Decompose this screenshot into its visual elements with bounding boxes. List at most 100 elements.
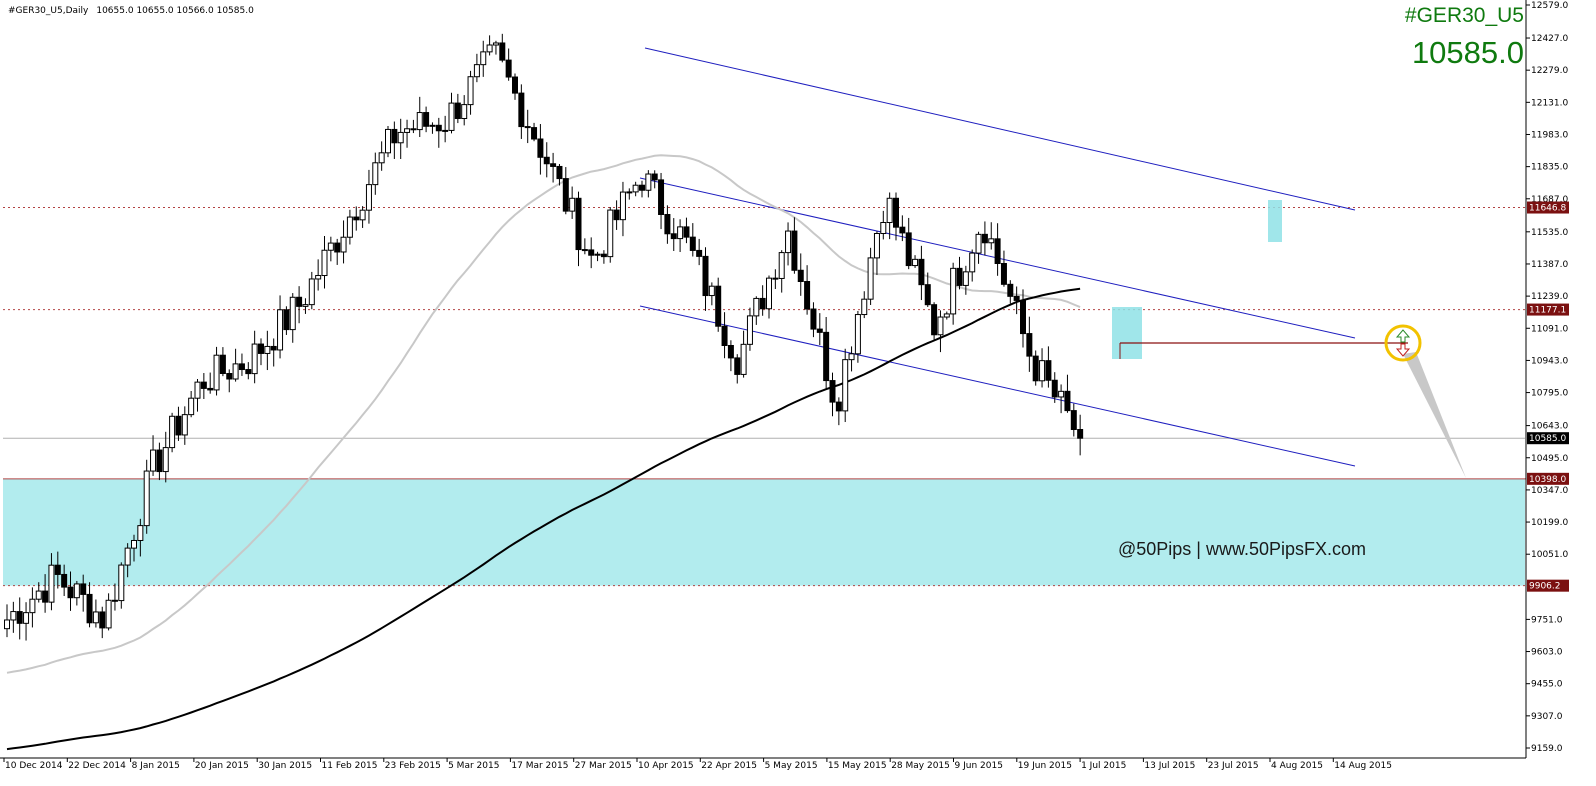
y-tick-label: 10199.0	[1531, 518, 1568, 528]
candle-body	[435, 124, 442, 132]
candle-body	[867, 257, 874, 300]
candle-body	[1026, 333, 1033, 357]
candle	[696, 238, 703, 266]
x-tick-label: 28 May 2015	[891, 761, 950, 771]
candle-body	[708, 285, 715, 297]
candle-body	[473, 64, 480, 78]
candle-body	[80, 583, 87, 595]
candle	[658, 172, 665, 230]
x-tick-label: 9 Jun 2015	[955, 761, 1003, 771]
candle-body	[810, 308, 817, 330]
candle-body	[302, 304, 309, 307]
moving-average-slow	[6, 287, 1081, 751]
candle	[600, 250, 607, 264]
candle	[359, 206, 366, 228]
candle	[277, 295, 284, 359]
candle	[391, 121, 398, 159]
candle-body	[86, 593, 93, 624]
x-tick-label: 20 Jan 2015	[195, 761, 249, 771]
candle-body	[727, 344, 734, 359]
candle	[1045, 346, 1052, 388]
candle-body	[111, 599, 118, 602]
candle-body	[645, 173, 652, 191]
channel-upper-line	[644, 47, 1356, 211]
horizontal-levels	[3, 207, 1526, 587]
candle	[48, 553, 55, 611]
candle-body	[696, 249, 703, 257]
arrow-down-icon	[1395, 343, 1411, 357]
candle	[54, 551, 61, 589]
candle-body	[251, 343, 258, 375]
candle-body	[670, 233, 677, 240]
candle-body	[569, 197, 576, 212]
candle-body	[562, 178, 569, 212]
candle-body	[613, 209, 620, 221]
candle	[810, 302, 817, 338]
candle	[124, 543, 131, 578]
candle-body	[1032, 355, 1039, 382]
candle-body	[1070, 410, 1077, 431]
x-tick-label: 23 Feb 2015	[385, 761, 441, 771]
level-labels: 11646.8 11177.1 10398.0 9906.2 10585.0	[1527, 201, 1569, 592]
candle	[931, 302, 938, 340]
candle	[848, 346, 855, 372]
candle	[912, 255, 919, 268]
candle-body	[35, 590, 42, 600]
candle	[1026, 316, 1033, 372]
x-tick-label: 5 May 2015	[765, 761, 818, 771]
y-tick-label: 12427.0	[1531, 34, 1568, 44]
candle	[988, 222, 995, 250]
highlight-box-august	[1268, 200, 1282, 242]
candle-body	[181, 414, 188, 436]
x-tick-label: 27 Mar 2015	[575, 761, 632, 771]
candle-body	[639, 184, 645, 191]
candle-body	[988, 238, 995, 244]
y-tick-label: 10943.0	[1531, 356, 1568, 366]
candle-body	[308, 278, 315, 306]
candle-body	[512, 76, 518, 94]
candle	[61, 564, 68, 597]
candle-body	[1051, 379, 1058, 398]
candle-body	[73, 583, 80, 599]
candle	[143, 459, 150, 534]
candle	[1051, 372, 1058, 403]
candle	[607, 207, 614, 263]
candle	[245, 362, 252, 380]
candle-body	[194, 381, 201, 399]
candle	[512, 73, 518, 100]
candle	[727, 340, 734, 372]
candle	[410, 119, 417, 134]
candle-body	[588, 249, 595, 256]
candle	[378, 141, 385, 171]
candle-body	[537, 138, 544, 158]
candle-body	[937, 316, 944, 336]
candle	[188, 391, 195, 418]
candle-body	[315, 275, 322, 280]
candle-body	[118, 564, 125, 602]
candle-body	[54, 564, 61, 575]
candle	[562, 167, 569, 215]
candle-body	[169, 415, 176, 449]
candle	[315, 259, 322, 291]
candle-body	[454, 102, 461, 120]
candle-body	[531, 127, 538, 140]
candle	[753, 296, 760, 325]
candle-body	[61, 573, 68, 588]
candle	[715, 277, 722, 332]
candle	[588, 237, 595, 269]
candle	[251, 330, 258, 384]
candle	[1032, 350, 1039, 386]
candle	[1058, 384, 1065, 414]
candle-body	[10, 611, 17, 621]
candle-body	[829, 380, 836, 403]
current-price-label: 10585.0	[1529, 434, 1566, 444]
candle	[442, 115, 449, 143]
candle-body	[353, 216, 360, 221]
candle-body	[359, 209, 366, 221]
candle-body	[823, 331, 830, 382]
candle	[397, 118, 404, 160]
y-tick-label: 9603.0	[1531, 648, 1563, 658]
